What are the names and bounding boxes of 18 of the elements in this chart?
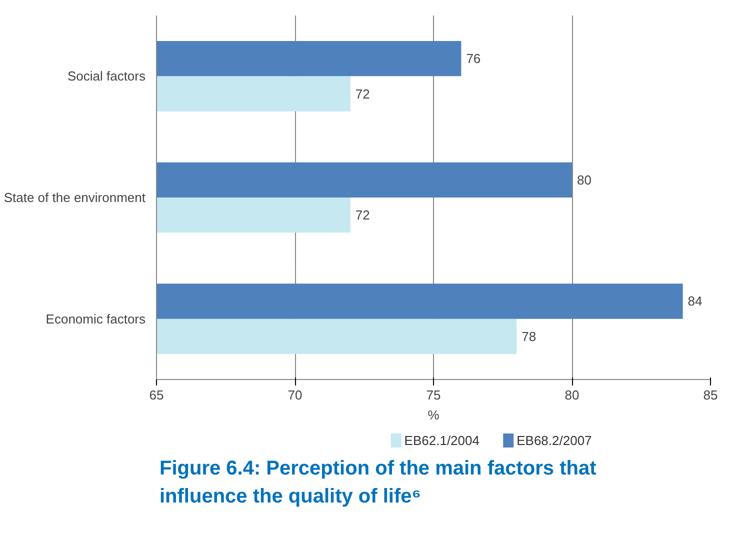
y-tick-label: Economic factors [46, 311, 146, 326]
data-label: 72 [355, 86, 370, 102]
text: Figure 6.4: Perception of the main factors that influence the quality of life⁶ [159, 458, 597, 508]
x-tick-label: 75 [426, 388, 441, 402]
data-label: 72 [355, 208, 370, 223]
data-label: 80 [577, 172, 592, 188]
x-tick-label: 85 [703, 388, 718, 402]
x-tick-label: 65 [149, 388, 164, 402]
y-tick-label: Social factors [67, 68, 146, 84]
x-tick-label: 70 [288, 388, 302, 402]
legend-label: EB62.1/2004 [404, 433, 480, 448]
data-label: 76 [466, 51, 481, 66]
y-tick-label: State of the environment [4, 190, 146, 205]
data-label: 78 [522, 328, 536, 344]
data-label: 84 [688, 294, 702, 309]
legend-label: EB68.2/2007 [516, 433, 592, 448]
x-tick-label: 80 [564, 388, 580, 402]
x-axis-title: % [428, 408, 440, 422]
